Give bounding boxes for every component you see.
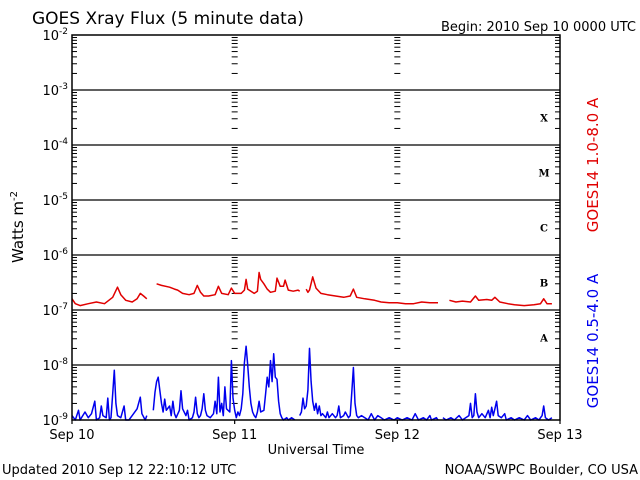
x-tick-label: Sep 12 <box>375 428 420 443</box>
flare-class-label: A <box>539 334 548 345</box>
flare-class-label: B <box>540 279 548 290</box>
y-tick-label: 10-3 <box>42 82 68 99</box>
x-tick-label: Sep 11 <box>212 428 257 443</box>
flare-class-label: X <box>540 114 548 125</box>
chart-title: GOES Xray Flux (5 minute data) <box>32 9 304 29</box>
flare-class-labels: X M C B A <box>538 114 549 345</box>
y-tick-labels: 10-9 10-8 10-7 10-6 10-5 10-4 10-3 10-2 <box>42 27 68 429</box>
day-markers <box>71 37 561 424</box>
series-line-segment <box>449 295 552 307</box>
y-tick-label: 10-5 <box>42 192 68 209</box>
x-axis-label: Universal Time <box>268 443 365 458</box>
legend: GOES14 1.0-8.0 A GOES14 0.5-4.0 A <box>584 97 602 408</box>
y-axis-label: Watts m-2 <box>9 191 27 263</box>
series-short-channel <box>71 345 553 421</box>
y-tick-label: 10-6 <box>42 247 68 264</box>
y-tick-label: 10-9 <box>42 412 68 429</box>
series-long-channel <box>71 271 552 307</box>
y-tick-label: 10-2 <box>42 27 68 44</box>
series-line-segment <box>299 347 439 421</box>
y-tick-label: 10-8 <box>42 357 68 374</box>
series-line-segment <box>442 393 553 421</box>
y-axis-label-exponent: -2 <box>9 191 20 201</box>
legend-entry: GOES14 0.5-4.0 A <box>584 273 602 408</box>
series-line-segment <box>156 271 301 297</box>
plot-frame <box>71 34 561 421</box>
y-tick-label: 10-7 <box>42 302 68 319</box>
legend-entry: GOES14 1.0-8.0 A <box>584 97 602 232</box>
footer-credit: NOAA/SWPC Boulder, CO USA <box>445 463 638 478</box>
y-tick-label: 10-4 <box>42 137 68 154</box>
grid-lines <box>72 89 560 366</box>
x-tick-labels: Sep 10 Sep 11 Sep 12 Sep 13 <box>49 428 582 443</box>
series-line-segment <box>71 286 148 307</box>
flare-class-label: C <box>540 224 548 235</box>
series-line-segment <box>71 369 148 421</box>
flare-class-label: M <box>538 169 549 180</box>
series-line-segment <box>152 345 296 421</box>
footer-updated: Updated 2010 Sep 12 22:10:12 UTC <box>2 463 236 478</box>
series-line-segment <box>305 276 438 305</box>
series-layer <box>71 271 553 421</box>
begin-label: Begin: 2010 Sep 10 0000 UTC <box>441 20 636 35</box>
minor-ticks <box>72 37 560 404</box>
x-tick-label: Sep 13 <box>537 428 582 443</box>
x-tick-label: Sep 10 <box>49 428 94 443</box>
